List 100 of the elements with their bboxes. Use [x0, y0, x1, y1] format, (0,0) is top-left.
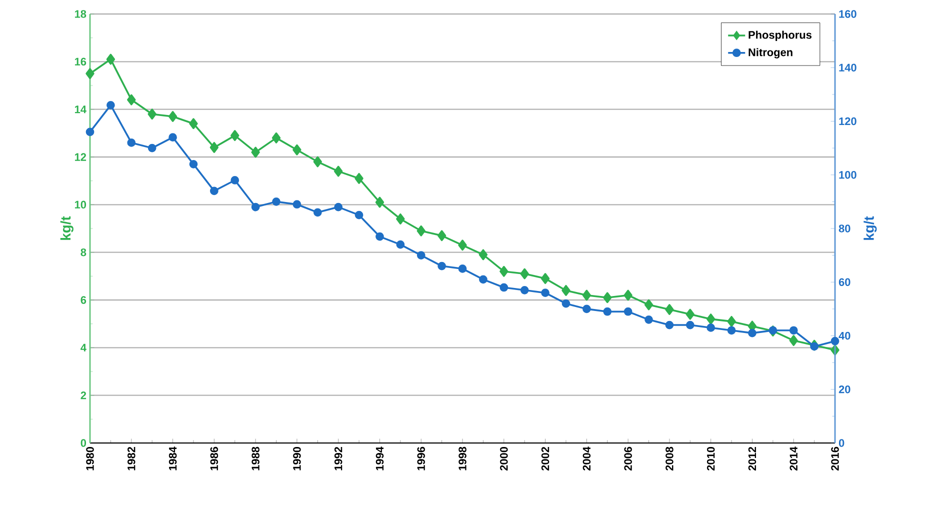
x-tick-label: 2010 [706, 446, 715, 471]
point [168, 133, 177, 142]
y-tick-label: 10 [74, 200, 86, 209]
point [313, 156, 322, 168]
x-tick-label: 2002 [541, 446, 550, 471]
x-tick-label: 1980 [86, 446, 94, 470]
x-tick-label: 2014 [790, 446, 798, 471]
point [458, 264, 467, 273]
y2-tick-label: 20 [838, 386, 850, 394]
point [603, 307, 612, 316]
x-tick-label: 1994 [376, 446, 384, 470]
point [375, 196, 384, 208]
y2-tick-label: 60 [838, 278, 850, 286]
point [727, 326, 736, 335]
point [789, 326, 798, 335]
point [562, 299, 570, 308]
y-tick-label: 8 [80, 248, 86, 256]
y2-axis-title: kg/t [864, 216, 877, 240]
point [292, 200, 302, 209]
point [106, 54, 116, 65]
point [665, 304, 674, 316]
point [251, 146, 260, 158]
x-tick-label: 1990 [293, 446, 301, 470]
point [727, 316, 736, 327]
y2-tick-label: 140 [839, 64, 856, 72]
x-tick-label: 2004 [582, 446, 591, 471]
point [686, 320, 694, 330]
x-tick-label: 1996 [417, 446, 425, 470]
x-tick-label: 1984 [168, 446, 177, 470]
point [748, 328, 756, 338]
point [520, 268, 529, 280]
point [582, 304, 591, 314]
point [582, 290, 592, 301]
legend-label: Phosphorus [748, 30, 812, 41]
point [665, 320, 674, 330]
y2-tick-label: 120 [839, 117, 856, 126]
x-tick-label: 2000 [500, 446, 508, 471]
y-tick-label: 4 [80, 344, 86, 352]
point [706, 314, 716, 325]
point [376, 232, 384, 241]
point [272, 132, 281, 144]
x-tick-label: 1998 [458, 446, 466, 470]
point [603, 292, 612, 304]
point [416, 225, 426, 236]
point [830, 336, 840, 346]
point [168, 111, 178, 122]
point [706, 324, 716, 332]
point [210, 142, 219, 153]
point [334, 166, 343, 177]
y-tick-label: 0 [80, 439, 86, 447]
x-tick-label: 2006 [624, 446, 632, 471]
point [562, 284, 570, 296]
point [354, 172, 364, 184]
point [624, 290, 632, 301]
point [644, 299, 654, 310]
point [230, 130, 240, 142]
y2-tick-label: 160 [839, 10, 856, 18]
point [86, 68, 94, 80]
point [127, 138, 136, 147]
x-tick-label: 1986 [210, 446, 218, 470]
x-tick-label: 1992 [334, 446, 342, 470]
point [437, 230, 446, 242]
point [520, 286, 529, 294]
point [148, 108, 156, 120]
y-tick-label: 14 [74, 106, 86, 114]
point [230, 176, 240, 184]
point [540, 273, 550, 284]
x-tick-label: 2016 [831, 446, 839, 471]
point [644, 315, 653, 324]
point [127, 94, 136, 106]
point [189, 160, 198, 168]
point [810, 342, 818, 351]
point [189, 118, 198, 130]
point [272, 197, 280, 206]
y2-tick-label: 40 [838, 332, 850, 340]
point [354, 210, 364, 220]
point [479, 275, 488, 284]
point [624, 307, 632, 316]
point [292, 144, 302, 156]
y-tick-label: 16 [74, 58, 86, 66]
point [500, 266, 508, 277]
y2-tick-label: 100 [839, 171, 856, 179]
point [148, 144, 156, 152]
y-axis-title: kg/t [60, 216, 74, 240]
point [438, 262, 446, 270]
point [251, 202, 260, 212]
y-tick-label: 6 [80, 296, 86, 304]
point [396, 213, 405, 224]
x-tick-label: 1982 [128, 446, 136, 470]
point [313, 208, 322, 217]
point [686, 308, 694, 320]
x-tick-label: 2012 [748, 446, 756, 471]
point [396, 240, 405, 249]
y-tick-label: 18 [74, 10, 86, 18]
y2-tick-label: 0 [838, 439, 844, 447]
point [789, 335, 798, 346]
point [541, 288, 550, 298]
legend-label: Nitrogen [748, 48, 792, 58]
point [500, 283, 508, 292]
point [106, 100, 115, 110]
